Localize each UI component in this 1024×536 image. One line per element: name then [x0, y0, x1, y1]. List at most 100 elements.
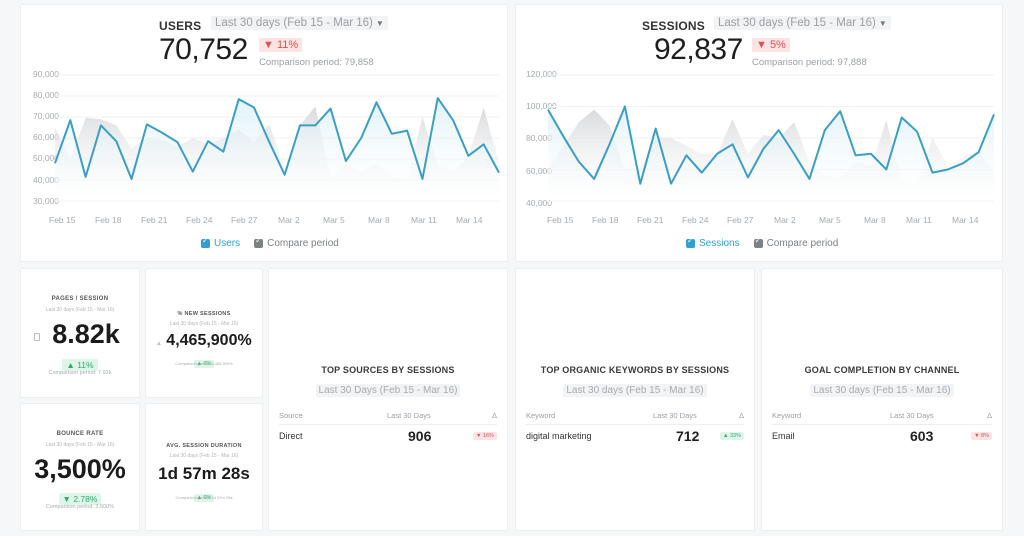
- x-tick: Mar 2: [278, 215, 300, 225]
- sessions-line-chart[interactable]: [534, 71, 998, 211]
- x-tick: Feb 27: [727, 215, 754, 225]
- kpi-change: ▲ 0%: [146, 486, 262, 504]
- kpi-date-select[interactable]: Last 30 days (Feb 15 - Mar 16): [169, 453, 239, 459]
- row-name: digital marketing: [526, 431, 592, 441]
- x-tick: Feb 21: [141, 215, 168, 225]
- y-tick: 60,000: [526, 166, 552, 176]
- sessions-date-select[interactable]: Last 30 days (Feb 15 - Mar 16) ▼: [714, 16, 891, 30]
- table-title: GOAL COMPLETION BY CHANNEL: [804, 365, 960, 375]
- row-change: ▼ 8%: [971, 432, 992, 440]
- x-tick: Mar 11: [411, 215, 437, 225]
- users-value: 70,752: [159, 33, 248, 66]
- column-header: Last 30 Days: [387, 411, 431, 420]
- legend-compare[interactable]: Compare period: [753, 236, 838, 249]
- row-change: ▲ 33%: [720, 432, 744, 440]
- kpi-value: 1d 57m 28s: [158, 464, 250, 483]
- y-tick: 70,000: [33, 111, 59, 121]
- table-title: TOP SOURCES BY SESSIONS: [321, 365, 455, 375]
- chevron-down-icon: ▼: [878, 19, 887, 28]
- kpi-change: ▼ 2.78%: [21, 489, 139, 507]
- users-widget: USERS Last 30 days (Feb 15 - Mar 16) ▼ 70…: [20, 4, 508, 262]
- legend-label: Users: [214, 238, 241, 249]
- top-sources-widget: TOP SOURCES BY SESSIONS Last 30 Days (Fe…: [268, 268, 508, 531]
- x-tick: Feb 15: [49, 215, 76, 225]
- sessions-date-label: Last 30 days (Feb 15 - Mar 16): [718, 17, 876, 29]
- sessions-value: 92,837: [654, 33, 743, 66]
- x-tick: Mar 8: [864, 215, 886, 225]
- sessions-legend: Sessions Compare period: [686, 236, 838, 249]
- y-tick: 120,000: [526, 69, 557, 79]
- y-tick: 100,000: [526, 101, 557, 111]
- row-value: 603: [910, 428, 934, 444]
- column-header: Δ: [491, 411, 497, 420]
- legend-label: Compare period: [267, 238, 339, 249]
- avg-duration-widget: AVG. SESSION DURATION Last 30 days (Feb …: [145, 403, 263, 531]
- x-tick: Mar 14: [952, 215, 979, 225]
- row-change: ▼ 16%: [473, 432, 497, 440]
- x-tick: Mar 14: [456, 215, 483, 225]
- chevron-down-icon: ▼: [375, 19, 384, 28]
- kpi-date-select[interactable]: Last 30 days (Feb 15 - Mar 16): [169, 321, 239, 327]
- legend-compare[interactable]: Compare period: [254, 236, 339, 249]
- x-tick: Mar 2: [774, 215, 796, 225]
- users-date-label: Last 30 days (Feb 15 - Mar 16): [215, 17, 373, 29]
- legend-users[interactable]: Users: [201, 236, 241, 249]
- change-badge: ▲ 0%: [193, 494, 215, 502]
- table-date-select[interactable]: Last 30 days (Feb 15 - Mar 16): [762, 380, 1002, 398]
- kpi-title: AVG. SESSION DURATION: [166, 443, 242, 449]
- x-tick: Feb 27: [231, 215, 258, 225]
- users-legend: Users Compare period: [201, 236, 339, 249]
- users-comparison: Comparison period: 79,858: [259, 57, 374, 68]
- table-header: Keyword Last 30 Days Δ: [526, 411, 744, 425]
- users-change-badge: ▼ 11%: [259, 38, 303, 52]
- table-date-select[interactable]: Last 30 Days (Feb 15 - Mar 16): [269, 380, 507, 398]
- row-value: 906: [408, 428, 432, 444]
- table-title: TOP ORGANIC KEYWORDS BY SESSIONS: [540, 365, 730, 375]
- column-header: Source: [279, 411, 303, 420]
- table-row[interactable]: Email 603 ▼ 8%: [772, 428, 992, 451]
- y-tick: 80,000: [33, 90, 59, 100]
- sessions-title: SESSIONS: [642, 19, 705, 33]
- checkbox-icon: [686, 236, 695, 248]
- date-label: Last 30 days (Feb 15 - Mar 16): [563, 384, 707, 397]
- x-tick: Mar 8: [368, 215, 390, 225]
- table-row[interactable]: Direct 906 ▼ 16%: [279, 428, 497, 451]
- x-tick: Mar 11: [906, 215, 932, 225]
- table-header: Source Last 30 Days Δ: [279, 411, 497, 425]
- new-sessions-widget: % NEW SESSIONS Last 30 days (Feb 15 - Ma…: [145, 268, 263, 398]
- date-label: Last 30 days (Feb 15 - Mar 16): [810, 384, 954, 397]
- x-tick: Feb 15: [547, 215, 574, 225]
- sessions-widget: SESSIONS Last 30 days (Feb 15 - Mar 16) ▼…: [515, 4, 1003, 262]
- row-value: 712: [676, 428, 700, 444]
- kpi-title: % NEW SESSIONS: [177, 311, 231, 317]
- users-line-chart[interactable]: [41, 71, 503, 211]
- sessions-comparison: Comparison period: 97,888: [752, 57, 867, 68]
- y-tick: 80,000: [526, 133, 552, 143]
- kpi-comparison: Comparison period: 3,600%: [45, 504, 115, 510]
- kpi-value: 3,500%: [34, 454, 126, 484]
- table-date-select[interactable]: Last 30 days (Feb 15 - Mar 16): [516, 380, 754, 398]
- legend-sessions[interactable]: Sessions: [686, 236, 740, 249]
- pages-session-widget: PAGES / SESSION Last 30 days (Feb 15 - M…: [20, 268, 140, 398]
- y-tick: 60,000: [33, 132, 59, 142]
- checkbox-icon: [254, 236, 264, 248]
- kpi-change: ▲ 0%: [146, 352, 262, 370]
- date-label: Last 30 Days (Feb 15 - Mar 16): [315, 384, 461, 397]
- column-header: Δ: [738, 411, 744, 420]
- change-badge: ▲ 0%: [193, 360, 215, 368]
- kpi-date-select[interactable]: Last 30 days (Feb 15 - Mar 16): [45, 307, 115, 313]
- kpi-date-select[interactable]: Last 30 days (Feb 15 - Mar 16): [45, 442, 115, 448]
- change-badge: ▲ 11%: [62, 359, 98, 371]
- table-row[interactable]: digital marketing 712 ▲ 33%: [526, 428, 744, 451]
- top-keywords-widget: TOP ORGANIC KEYWORDS BY SESSIONS Last 30…: [515, 268, 755, 531]
- column-header: Keyword: [772, 411, 802, 420]
- kpi-value: 4,465,900%: [166, 332, 252, 349]
- legend-label: Sessions: [699, 238, 740, 249]
- change-badge: ▼ 2.78%: [58, 493, 102, 505]
- users-date-select[interactable]: Last 30 days (Feb 15 - Mar 16) ▼: [211, 16, 388, 30]
- x-tick: Mar 5: [819, 215, 841, 225]
- triangle-icon: ▲: [156, 341, 162, 347]
- kpi-title: PAGES / SESSION: [51, 296, 109, 302]
- kpi-comparison: Comparison period: 7.92k: [48, 370, 112, 376]
- kpi-comparison: Comparison period: 1d 57m 28s: [175, 495, 233, 500]
